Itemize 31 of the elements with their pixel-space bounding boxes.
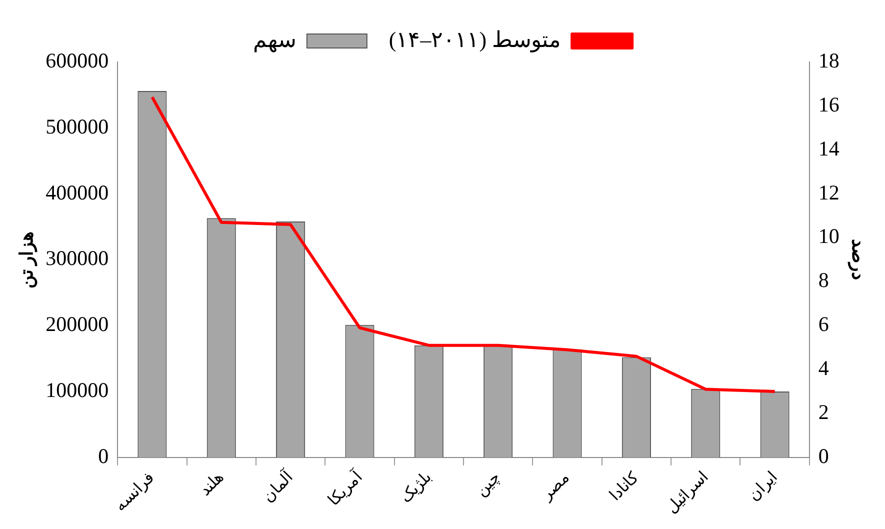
y2-tick-label: 8 xyxy=(818,268,829,292)
x-tick-label: هلند xyxy=(196,468,228,500)
x-tick-label: چین xyxy=(472,468,504,500)
y2-tick-label: 18 xyxy=(818,48,840,73)
x-tick-label: مصر xyxy=(538,468,574,504)
x-tick-label: بلژیک xyxy=(397,468,435,506)
y2-tick-label: 2 xyxy=(818,400,829,424)
y-tick-label: 0 xyxy=(98,444,109,468)
y2-tick-label: 6 xyxy=(818,312,829,336)
y2-tick-label: 10 xyxy=(818,224,840,248)
y-tick-label: 600000 xyxy=(46,48,109,73)
y2-axis-title: درصد xyxy=(848,239,869,280)
x-tick-label: فرانسه xyxy=(112,468,158,515)
x-tick-label: آمریکا xyxy=(323,465,367,510)
y2-tick-label: 16 xyxy=(818,92,840,116)
legend-label: متوسط (۲۰۱۱–۱۴) xyxy=(388,26,562,53)
y2-tick-label: 12 xyxy=(818,180,840,204)
y2-tick-label: 14 xyxy=(818,136,840,160)
x-tick-label: کانادا xyxy=(606,468,642,504)
x-tick-label: آلمان xyxy=(257,465,298,506)
x-tick-label: ایران xyxy=(745,468,781,504)
x-tick-label: اسرائیل xyxy=(663,468,712,518)
y-tick-label: 300000 xyxy=(46,246,109,270)
y-tick-label: 400000 xyxy=(46,180,109,204)
y2-tick-label: 4 xyxy=(818,356,830,380)
y-axis-title: هزار تن xyxy=(16,230,38,288)
y2-tick-label: 0 xyxy=(818,444,829,468)
y-tick-label: 200000 xyxy=(46,312,109,336)
y-tick-label: 100000 xyxy=(46,378,109,402)
y-tick-label: 500000 xyxy=(46,114,109,138)
legend-label: سهم xyxy=(252,26,296,53)
